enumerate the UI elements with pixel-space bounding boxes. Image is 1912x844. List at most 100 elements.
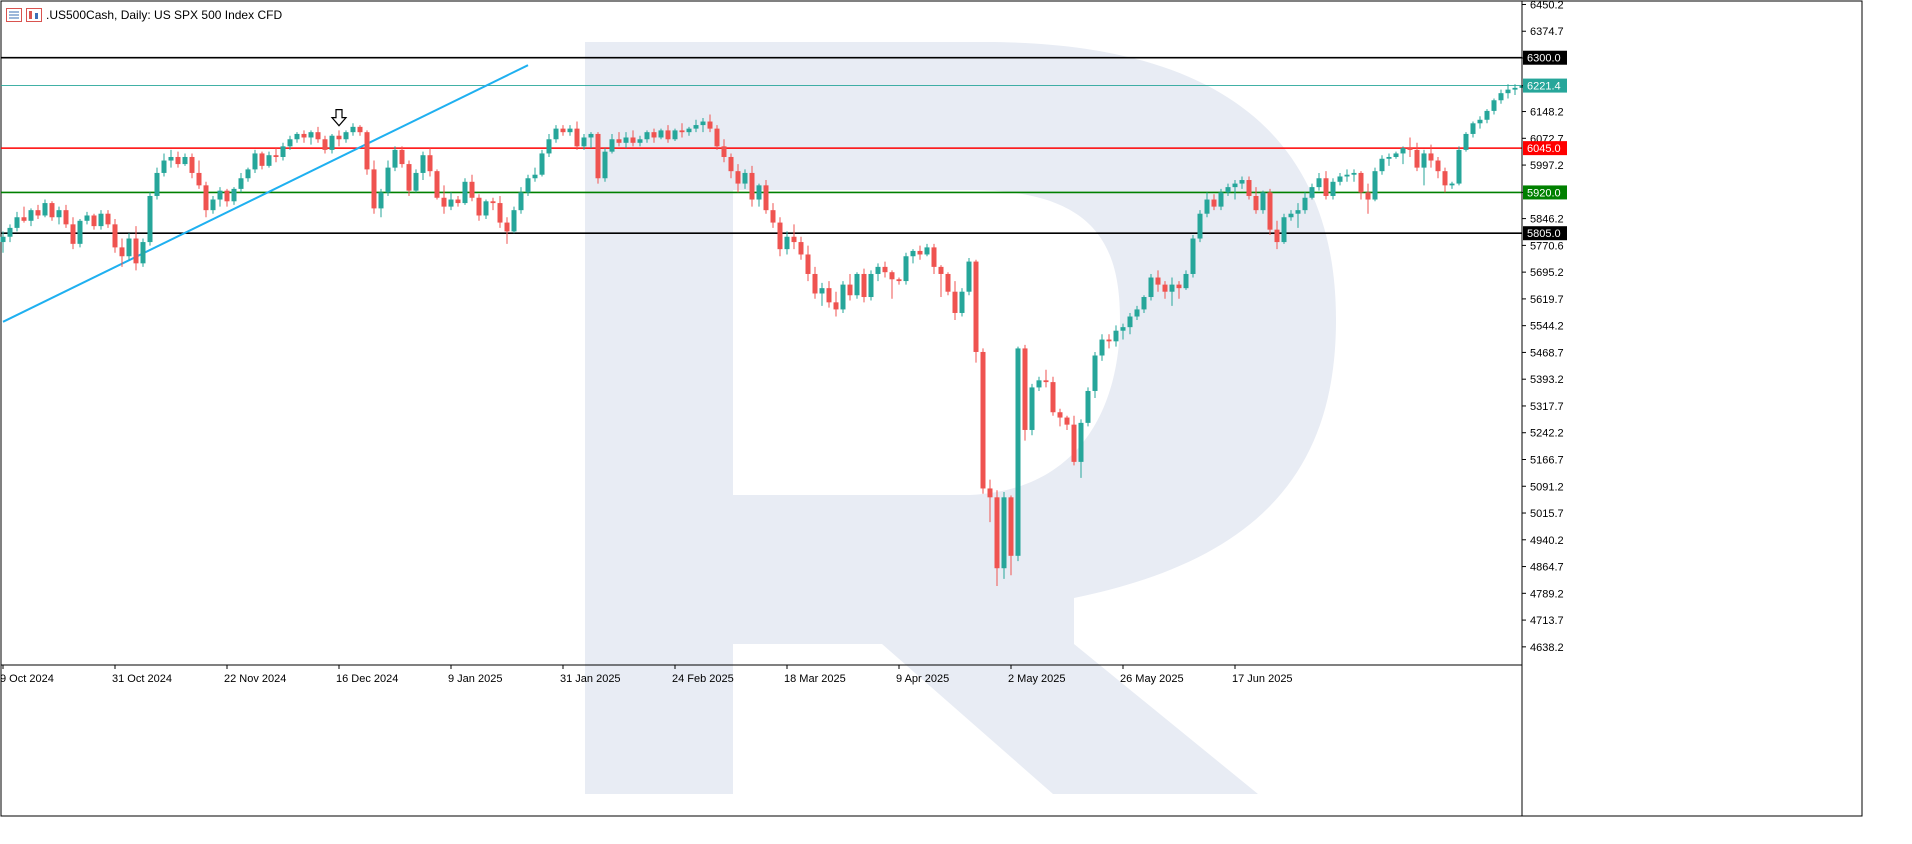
candle[interactable] [665,125,671,143]
candle[interactable] [385,160,391,196]
candle[interactable] [1078,419,1084,478]
candle[interactable] [602,148,608,182]
candle[interactable] [63,204,69,228]
candle[interactable] [203,181,209,218]
candle[interactable] [1008,495,1014,576]
candle[interactable] [441,185,447,214]
candle[interactable] [399,146,405,168]
candle[interactable] [1036,376,1042,391]
candle[interactable] [1120,323,1126,340]
candle[interactable] [252,149,258,173]
candle[interactable] [1029,383,1035,436]
candle[interactable] [210,195,216,214]
candle[interactable] [700,117,706,133]
candle[interactable] [1274,220,1280,250]
candle[interactable] [924,243,930,257]
candle[interactable] [406,160,412,196]
candle[interactable] [98,210,104,230]
candle[interactable] [1176,281,1182,299]
candle[interactable] [770,203,776,228]
candle[interactable] [434,169,440,200]
candle[interactable] [427,148,433,177]
candle[interactable] [735,164,741,193]
candle[interactable] [1022,344,1028,441]
candle[interactable] [147,192,153,246]
candle[interactable] [1134,305,1140,321]
candle[interactable] [1309,183,1315,200]
candle[interactable] [861,268,867,303]
candle[interactable] [301,130,307,143]
candle[interactable] [938,265,944,298]
candle[interactable] [588,132,594,149]
candle[interactable] [1204,192,1210,218]
candle[interactable] [259,151,265,170]
candle[interactable] [1484,109,1490,124]
candle[interactable] [910,249,916,264]
candle[interactable] [462,178,468,205]
candle[interactable] [420,151,426,181]
candle[interactable] [1435,156,1441,179]
candle[interactable] [693,119,699,133]
candle[interactable] [154,167,160,200]
candle[interactable] [287,135,293,150]
candle[interactable] [1050,376,1056,416]
candle[interactable] [756,183,762,207]
candle[interactable] [728,153,734,179]
candle[interactable] [1246,176,1252,200]
candle[interactable] [868,270,874,301]
candle[interactable] [84,211,90,225]
candle[interactable] [133,226,139,271]
candle[interactable] [896,277,902,285]
candle[interactable] [217,187,223,207]
candle[interactable] [707,114,713,133]
candle[interactable] [28,208,34,227]
candle[interactable] [889,270,895,299]
candle[interactable] [1449,181,1455,189]
candle[interactable] [140,238,146,267]
candle[interactable] [721,139,727,163]
candle[interactable] [266,151,272,168]
candle[interactable] [518,187,524,214]
candle[interactable] [644,130,650,143]
candle[interactable] [126,233,132,260]
candle[interactable] [504,217,510,244]
candle[interactable] [1512,84,1518,95]
candle[interactable] [903,252,909,285]
candle[interactable] [455,195,461,207]
candle[interactable] [21,206,27,223]
candle[interactable] [14,211,20,232]
candle[interactable] [1344,169,1350,182]
candle[interactable] [931,243,937,274]
candle[interactable] [1253,187,1259,214]
candle[interactable] [308,130,314,145]
candle[interactable] [854,272,860,299]
candle[interactable] [1302,192,1308,214]
candle[interactable] [168,149,174,168]
price-axis[interactable]: 6450.26374.76299.26221.46148.26072.75997… [1521,0,1567,816]
candle[interactable] [315,126,321,143]
candle[interactable] [882,261,888,278]
candle[interactable] [483,199,489,220]
candle[interactable] [1323,171,1329,200]
candle[interactable] [371,160,377,214]
candle[interactable] [189,153,195,179]
candle[interactable] [77,219,83,248]
candle[interactable] [490,197,496,211]
candle[interactable] [1379,155,1385,175]
candle[interactable] [105,210,111,228]
candle[interactable] [392,146,398,172]
candle[interactable] [1281,213,1287,244]
candle[interactable] [532,167,538,182]
candle[interactable] [119,238,125,267]
candle[interactable] [1365,183,1371,214]
candle[interactable] [1288,210,1294,221]
candle[interactable] [1127,312,1133,335]
candle[interactable] [1260,190,1266,214]
candle[interactable] [1330,178,1336,200]
candle[interactable] [994,490,1000,586]
candle[interactable] [763,180,769,214]
candle[interactable] [1155,270,1161,292]
candle[interactable] [1113,325,1119,347]
candle[interactable] [413,169,419,193]
